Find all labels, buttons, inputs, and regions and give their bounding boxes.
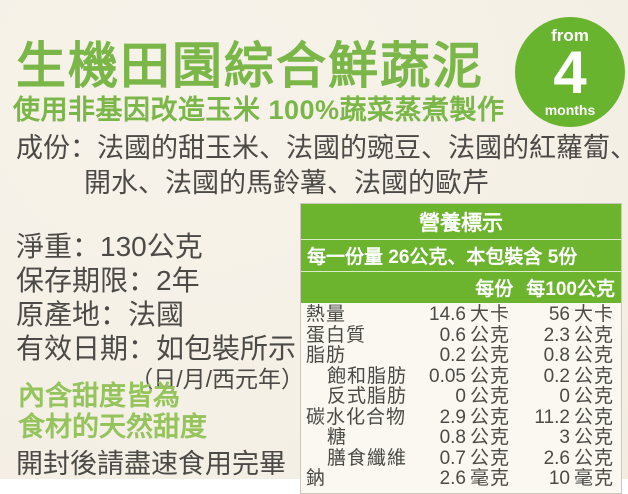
nutrient-value-per-100g: 2.6 xyxy=(543,447,570,469)
nutrition-facts-table: 營養標示 每一份量 26公克、本包裝含 5份 每份 每100公克 熱量 14.6… xyxy=(300,203,622,494)
net-weight: 淨重：130公克 xyxy=(16,231,203,262)
nutrient-label: 膳食纖維 xyxy=(327,447,408,469)
nutrient-value-per-100g: 0 xyxy=(559,386,570,407)
nutrient-value-per-serving: 0 xyxy=(455,386,466,407)
nutrient-label: 反式脂肪 xyxy=(327,386,408,407)
sweetness-note-line1: 內含甜度皆為 xyxy=(18,381,180,411)
nutrition-row: 鈉 2.6 毫克 10 毫克 xyxy=(301,468,621,490)
nutrient-value-per-serving: 2.9 xyxy=(439,406,466,428)
nutrient-label: 飽和脂肪 xyxy=(327,365,408,387)
nutrient-unit-per-serving: 公克 xyxy=(470,386,511,407)
nutrition-row: 脂肪 0.2 公克 0.8 公克 xyxy=(301,345,621,367)
nutrient-value-per-serving: 14.6 xyxy=(429,304,466,325)
ingredients-text: 成份：法國的甜玉米、法國的豌豆、法國的紅蘿蔔、 開水、法國的馬鈴薯、法國的歐芹 xyxy=(16,131,628,201)
nutrient-unit-per-100g: 公克 xyxy=(574,345,615,366)
col-header-per-serving: 每份 xyxy=(475,279,514,300)
nutrient-unit-per-100g: 公克 xyxy=(574,427,615,448)
nutrient-value-per-serving: 2.6 xyxy=(439,468,466,489)
shelf-life: 保存期限：2年 xyxy=(16,265,200,296)
nutrient-unit-per-serving: 公克 xyxy=(470,324,511,346)
nutrient-unit-per-100g: 公克 xyxy=(574,406,615,428)
nutrition-body: 熱量 14.6 大卡 56 大卡 蛋白質 0.6 公克 2.3 公克 脂肪 0.… xyxy=(301,303,621,493)
ingredients-line1: 成份：法國的甜玉米、法國的豌豆、法國的紅蘿蔔、 xyxy=(16,133,628,163)
nutrient-value-per-serving: 0.05 xyxy=(429,365,466,387)
nutrient-label: 熱量 xyxy=(306,304,347,325)
nutrient-value-per-100g: 11.2 xyxy=(534,406,570,428)
product-info-column: 淨重：130公克 保存期限：2年 原產地：法國 有效日期：如包裝所示 （日/月/… xyxy=(16,230,306,392)
nutrient-unit-per-100g: 公克 xyxy=(574,324,615,346)
ingredients-line2: 開水、法國的馬鈴薯、法國的歐芹 xyxy=(84,168,489,198)
expiry-date-format: （日/月/西元年） xyxy=(130,366,304,392)
nutrient-value-per-100g: 10 xyxy=(548,468,570,489)
nutrient-value-per-serving: 0.6 xyxy=(439,324,466,346)
nutrient-unit-per-100g: 公克 xyxy=(574,386,615,407)
nutrient-value-per-100g: 2.3 xyxy=(543,324,570,346)
age-badge-months-label: months xyxy=(544,102,596,118)
nutrition-table-header: 營養標示 每一份量 26公克、本包裝含 5份 每份 每100公克 xyxy=(301,204,621,303)
nutrition-serving-info: 每一份量 26公克、本包裝含 5份 xyxy=(301,240,621,272)
expiry-date: 有效日期：如包裝所示 xyxy=(16,333,297,364)
nutrient-unit-per-serving: 公克 xyxy=(470,427,511,448)
nutrient-value-per-100g: 56 xyxy=(548,304,570,325)
age-badge-number: 4 xyxy=(553,39,587,106)
nutrient-unit-per-100g: 公克 xyxy=(574,447,615,469)
natural-sweetness-note: 內含甜度皆為 食材的天然甜度 xyxy=(18,381,207,443)
age-badge: from 4 months xyxy=(515,17,625,127)
nutrition-column-headers: 每份 每100公克 xyxy=(301,272,621,303)
nutrient-value-per-serving: 0.8 xyxy=(439,427,466,448)
nutrient-value-per-serving: 0.2 xyxy=(439,345,466,366)
nutrient-unit-per-serving: 大卡 xyxy=(470,304,511,325)
sweetness-note-line2: 食材的天然甜度 xyxy=(18,412,207,442)
age-badge-from-label: from xyxy=(551,26,589,45)
nutrient-label: 碳水化合物 xyxy=(306,406,407,428)
nutrient-label: 鈉 xyxy=(306,468,327,489)
nutrient-unit-per-serving: 公克 xyxy=(470,365,511,387)
nutrient-value-per-serving: 0.7 xyxy=(439,447,466,469)
nutrient-value-per-100g: 0.8 xyxy=(543,345,570,366)
nutrition-row: 蛋白質 0.6 公克 2.3 公克 xyxy=(301,324,621,347)
product-title: 生機田園綜合鮮蔬泥 xyxy=(16,38,484,94)
nutrient-unit-per-serving: 毫克 xyxy=(470,468,511,489)
nutrient-value-per-100g: 3 xyxy=(559,427,570,448)
origin: 原產地：法國 xyxy=(16,299,185,330)
nutrition-row: 熱量 14.6 大卡 56 大卡 xyxy=(301,304,621,326)
nutrient-unit-per-serving: 公克 xyxy=(470,345,511,366)
nutrition-title: 營養標示 xyxy=(301,204,621,240)
col-header-per-100g: 每100公克 xyxy=(526,279,615,300)
nutrient-unit-per-100g: 毫克 xyxy=(574,468,615,489)
nutrient-unit-per-100g: 大卡 xyxy=(574,304,615,325)
nutrition-row: 膳食纖維 0.7 公克 2.6 公克 xyxy=(301,447,621,470)
nutrient-label: 糖 xyxy=(327,427,348,448)
nutrition-row: 反式脂肪 0 公克 0 公克 xyxy=(301,386,621,408)
nutrient-unit-per-serving: 公克 xyxy=(470,406,511,428)
nutrient-unit-per-serving: 公克 xyxy=(470,447,511,469)
nutrition-row: 糖 0.8 公克 3 公克 xyxy=(301,427,621,449)
nutrition-row: 碳水化合物 2.9 公克 11.2 公克 xyxy=(301,406,621,429)
nutrition-row: 飽和脂肪 0.05 公克 0.2 公克 xyxy=(301,365,621,388)
consume-quickly-note: 開封後請盡速食用完畢 xyxy=(16,449,286,479)
nutrient-unit-per-100g: 公克 xyxy=(574,365,615,387)
product-subtitle: 使用非基因改造玉米 100%蔬菜蒸煮製作 xyxy=(13,95,505,125)
nutrient-value-per-100g: 0.2 xyxy=(543,365,570,387)
nutrient-label: 蛋白質 xyxy=(306,324,367,346)
nutrient-label: 脂肪 xyxy=(306,345,347,366)
